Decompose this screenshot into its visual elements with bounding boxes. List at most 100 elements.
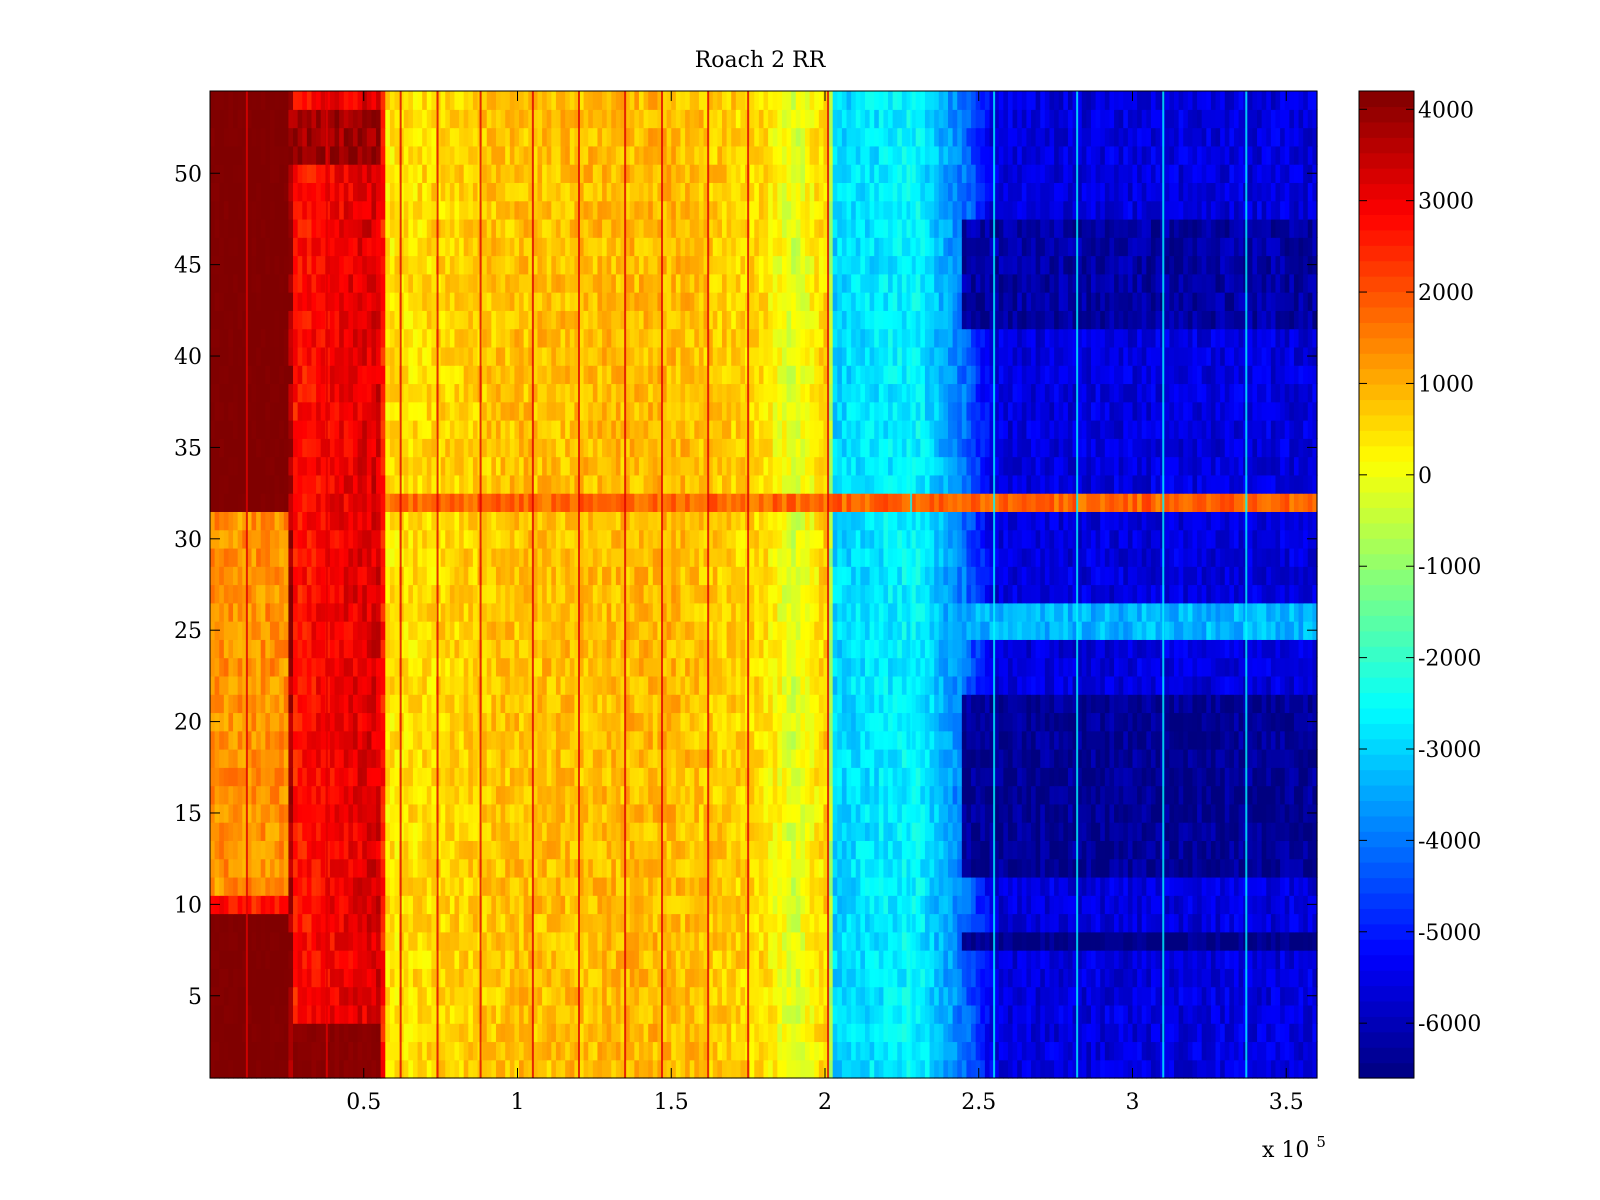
heatmap-cell: [869, 1041, 875, 1061]
heatmap-cell: [1067, 767, 1074, 787]
heatmap-cell: [740, 1004, 746, 1024]
heatmap-cell: [1238, 986, 1244, 1006]
heatmap-cell: [371, 876, 377, 896]
heatmap-cell: [297, 1041, 303, 1061]
heatmap-cell: [1298, 730, 1304, 750]
heatmap-cell: [984, 712, 991, 732]
heatmap-cell: [634, 986, 640, 1006]
heatmap-cell: [223, 858, 230, 878]
heatmap-cell: [1257, 1004, 1263, 1024]
heatmap-cell: [325, 913, 331, 933]
heatmap-cell: [726, 1059, 732, 1079]
heatmap-cell: [1164, 931, 1170, 951]
heatmap-cell: [735, 712, 742, 732]
heatmap-cell: [551, 968, 557, 988]
heatmap-cell: [841, 694, 848, 714]
heatmap-cell: [989, 1023, 995, 1043]
heatmap-cell: [1224, 986, 1230, 1006]
heatmap-cell: [1077, 749, 1083, 768]
heatmap-cell: [274, 712, 280, 732]
heatmap-cell: [1123, 895, 1129, 915]
heatmap-cell: [675, 803, 682, 823]
heatmap-cell: [505, 876, 511, 896]
heatmap-cell: [1118, 1023, 1124, 1043]
heatmap-cell: [1298, 986, 1304, 1006]
heatmap-cell: [675, 712, 682, 732]
heatmap-cell: [436, 876, 442, 896]
heatmap-cell: [781, 694, 788, 714]
heatmap-cell: [602, 968, 608, 988]
heatmap-cell: [948, 968, 954, 988]
heatmap-cell: [823, 895, 829, 915]
heatmap-cell: [1210, 803, 1217, 823]
heatmap-cell: [698, 1023, 705, 1043]
heatmap-cell: [828, 858, 834, 878]
heatmap-cell: [915, 895, 921, 915]
heatmap-cell: [565, 1023, 571, 1043]
heatmap-cell: [399, 1023, 405, 1043]
heatmap-cell: [855, 1041, 861, 1061]
heatmap-cell: [795, 950, 801, 969]
heatmap-cell: [1169, 712, 1175, 732]
heatmap-cell: [721, 950, 728, 969]
heatmap-cell: [1081, 730, 1087, 750]
heatmap-cell: [233, 931, 239, 951]
heatmap-cell: [371, 840, 377, 860]
heatmap-cell: [399, 1041, 405, 1061]
heatmap-cell: [1127, 876, 1134, 896]
heatmap-cell: [1141, 803, 1147, 823]
heatmap-cell: [348, 895, 354, 915]
heatmap-cell: [892, 950, 898, 969]
heatmap-cell: [1215, 785, 1221, 805]
heatmap-cell: [1127, 858, 1134, 878]
heatmap-cell: [878, 749, 885, 768]
heatmap-cell: [832, 803, 838, 823]
heatmap-cell: [657, 895, 663, 915]
heatmap-cell: [1081, 876, 1087, 896]
heatmap-cell: [1049, 913, 1055, 933]
heatmap-cell: [274, 767, 280, 787]
heatmap-cell: [325, 822, 331, 841]
heatmap-cell: [293, 767, 299, 787]
heatmap-cell: [638, 785, 645, 805]
heatmap-cell: [971, 895, 977, 915]
heatmap-cell: [980, 730, 986, 750]
heatmap-cell: [403, 694, 409, 714]
heatmap-cell: [283, 730, 290, 750]
heatmap-cell: [237, 840, 243, 860]
heatmap-cell: [403, 1023, 409, 1043]
heatmap-cell: [459, 840, 465, 860]
heatmap-cell: [436, 767, 442, 787]
heatmap-cell: [1201, 913, 1207, 933]
heatmap-cell: [449, 1041, 456, 1061]
heatmap-cell: [1210, 785, 1217, 805]
heatmap-cell: [528, 1004, 534, 1024]
heatmap-cell: [565, 986, 571, 1006]
heatmap-cell: [579, 822, 585, 841]
heatmap-cell: [777, 876, 783, 896]
heatmap-cell: [210, 968, 216, 988]
heatmap-cell: [703, 840, 709, 860]
heatmap-cell: [1049, 1059, 1055, 1079]
heatmap-cell: [569, 931, 575, 951]
heatmap-cell: [436, 1041, 442, 1061]
heatmap-cell: [468, 694, 474, 714]
heatmap-cell: [542, 730, 548, 750]
heatmap-cell: [472, 876, 479, 896]
heatmap-cell: [768, 1023, 774, 1043]
heatmap-cell: [1266, 712, 1272, 732]
heatmap-cell: [311, 803, 317, 823]
heatmap-cell: [219, 730, 225, 750]
heatmap-cell: [417, 749, 423, 768]
heatmap-cell: [606, 931, 612, 951]
heatmap-cell: [948, 712, 954, 732]
heatmap-cell: [403, 950, 409, 969]
heatmap-cell: [924, 803, 931, 823]
heatmap-cell: [426, 767, 432, 787]
heatmap-cell: [555, 822, 562, 841]
heatmap-cell: [1031, 1059, 1037, 1079]
heatmap-cell: [528, 694, 534, 714]
heatmap-cell: [814, 749, 820, 768]
heatmap-cell: [233, 1004, 239, 1024]
heatmap-cell: [1280, 1023, 1286, 1043]
